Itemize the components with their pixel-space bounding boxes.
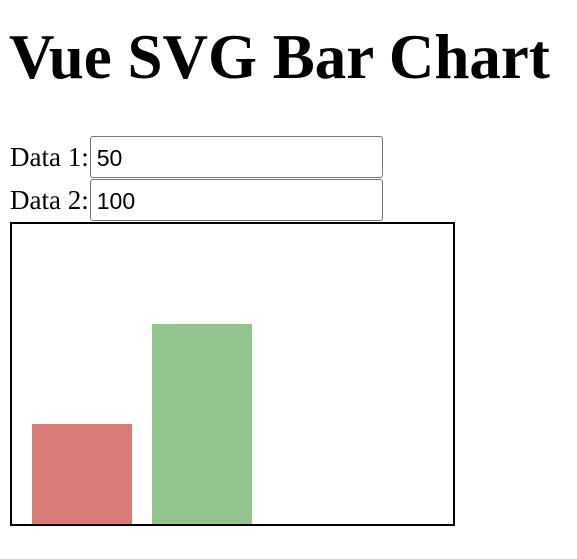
data-1-row: Data 1:: [10, 136, 383, 178]
bar-1: [32, 424, 132, 524]
page-title: Vue SVG Bar Chart: [9, 22, 550, 92]
bar-chart-svg: [32, 324, 252, 524]
data-1-label: Data 1:: [10, 142, 89, 172]
bar-2: [152, 324, 252, 524]
data-1-input[interactable]: [89, 136, 383, 178]
data-2-row: Data 2:: [10, 179, 383, 221]
bar-chart: [10, 222, 455, 526]
data-2-input[interactable]: [89, 179, 383, 221]
data-2-label: Data 2:: [10, 185, 89, 215]
